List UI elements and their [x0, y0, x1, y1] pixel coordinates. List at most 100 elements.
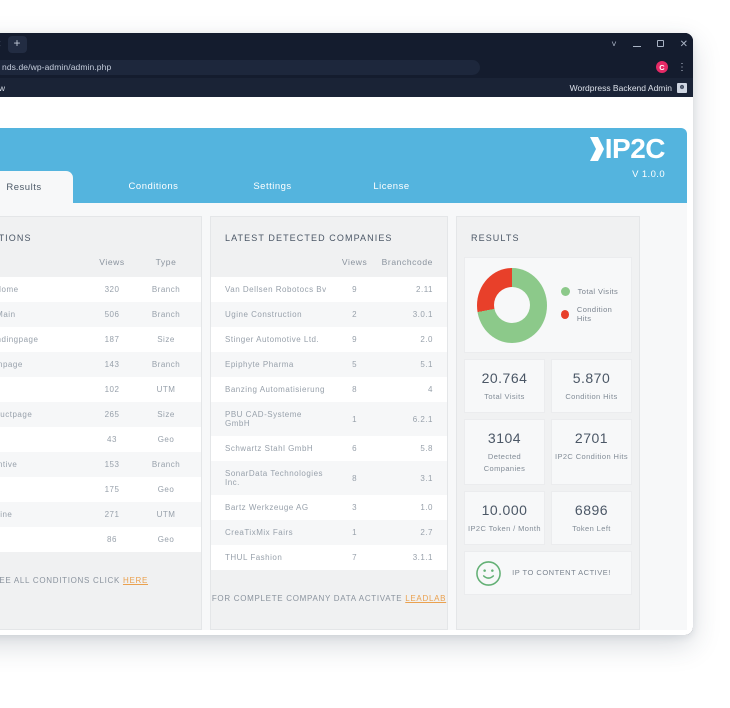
cell-views: 8: [352, 473, 358, 483]
cell-views: 187: [104, 335, 120, 344]
table-row[interactable]: Event Notice 175 Geo: [0, 477, 201, 502]
maximize-icon[interactable]: [656, 39, 664, 50]
table-row[interactable]: Headerimage Home 320 Branch: [0, 277, 201, 302]
cell-views: 143: [104, 360, 120, 369]
cell-company: Bartz Werkzeuge AG: [225, 503, 309, 512]
table-row[interactable]: Banzing Automatisierung 8 4: [211, 377, 447, 402]
cell-branchcode: 4: [428, 385, 433, 394]
legend-item: Total Visits: [560, 287, 625, 296]
kebab-menu-icon[interactable]: ⋮: [677, 61, 687, 73]
footer-text: TO SEE ALL CONDITIONS CLICK: [0, 576, 121, 585]
table-row[interactable]: Redirect - Productpage 265 Size: [0, 402, 201, 427]
table-row[interactable]: Schwartz Stahl GmbH 6 5.8: [211, 436, 447, 461]
table-row[interactable]: PBU CAD-Systeme GmbH 1 6.2.1: [211, 402, 447, 436]
cell-type: Geo: [157, 535, 175, 544]
tab-settings[interactable]: Settings: [253, 181, 292, 192]
urlbar-right: C ⋮: [656, 56, 687, 78]
stat-value: 5.870: [572, 370, 611, 386]
cell-views: 506: [104, 310, 120, 319]
footer-text: FOR COMPLETE COMPANY DATA ACTIVATE: [211, 594, 406, 603]
table-row[interactable]: Stinger Automotive Ltd. 9 2.0: [211, 327, 447, 352]
cell-type: UTM: [156, 385, 176, 394]
cell-company: CreaTixMix Fairs: [225, 528, 294, 537]
table-row[interactable]: Van Dellsen Robotocs Bv 9 2.11: [211, 277, 447, 302]
logo-text: IP2C: [604, 133, 666, 164]
cell-branchcode: 2.7: [420, 528, 433, 537]
cell-type: UTM: [156, 510, 176, 519]
table-row[interactable]: THUL Fashion 7 3.1.1: [211, 545, 447, 570]
legend-label: Condition Hits: [576, 305, 613, 323]
table-row[interactable]: CreaTixMix Fairs 1 2.7: [211, 520, 447, 545]
cell-views: 102: [104, 385, 120, 394]
top-conditions-table: Condition Views Type Headerimage Home 320…: [0, 257, 201, 552]
table-row[interactable]: Welcome Text 102 UTM: [0, 377, 201, 402]
panel-latest-companies: LATEST DETECTED COMPANIES Views Branchco…: [210, 216, 448, 630]
stat-value: 3104: [487, 430, 522, 447]
donut-graphic: [477, 267, 547, 343]
app-tabs: Results Conditions Settings License: [0, 171, 451, 203]
table-row[interactable]: Bartz Werkzeuge AG 3 1.0: [211, 495, 447, 520]
address-input[interactable]: nds.de/wp-admin/admin.php: [0, 59, 480, 75]
stat-row-1: 20.764 Total Visits 5.870 Condition Hits: [464, 359, 632, 414]
cell-views: 1: [352, 414, 358, 424]
stat-value: 2701: [574, 430, 609, 447]
table-row[interactable]: SonarData Technologies Inc. 8 3.1: [211, 461, 447, 495]
status-active-card: IP TO CONTENT ACTIVE!: [464, 551, 632, 595]
stat-value: 20.764: [481, 370, 528, 386]
admin-new-link[interactable]: New: [0, 82, 6, 93]
see-all-conditions-link[interactable]: HERE: [122, 576, 148, 585]
th-type: Type: [155, 257, 177, 267]
tab-conditions[interactable]: Conditions: [128, 181, 179, 192]
cell-views: 2: [352, 310, 358, 319]
close-icon[interactable]: ✕: [679, 38, 688, 50]
chevron-logo-icon: [589, 137, 604, 161]
table-row[interactable]: Contact Form Main 506 Branch: [0, 302, 201, 327]
table-row[interactable]: Map / City 86 Geo: [0, 527, 201, 552]
stat-value: 6896: [574, 501, 609, 518]
panel-title: LATEST DETECTED COMPANIES: [225, 233, 393, 243]
stat-label: Total Visits: [484, 392, 525, 401]
stat-label: Token Left: [572, 523, 611, 533]
chevron-down-icon[interactable]: ˅: [611, 39, 617, 49]
table-row[interactable]: Campaign Subline 271 UTM: [0, 502, 201, 527]
cell-type: Branch: [151, 460, 181, 469]
plus-icon[interactable]: +: [7, 36, 27, 53]
cell-company: Schwartz Stahl GmbH: [225, 444, 314, 453]
table-row[interactable]: Branch - Landinpage 143 Branch: [0, 352, 201, 377]
tab-license[interactable]: License: [373, 181, 410, 192]
cell-company: Ugine Construction: [225, 310, 303, 319]
cell-branchcode: 3.0.1: [412, 310, 433, 319]
table-row[interactable]: Epiphyte Pharma 5 5.1: [211, 352, 447, 377]
admin-account[interactable]: Wordpress Backend Admin ☻: [570, 82, 687, 93]
legend-item: Condition Hits: [560, 305, 625, 323]
leadlab-link[interactable]: LEADLAB: [405, 594, 447, 603]
th-branchcode: Branchcode: [381, 257, 433, 267]
cell-company: Stinger Automotive Ltd.: [225, 335, 320, 344]
minimize-icon[interactable]: [632, 40, 641, 50]
panel-title: TOP CONDITIONS: [0, 233, 32, 243]
cell-branchcode: 5.1: [420, 360, 433, 369]
user-avatar-icon: ☻: [677, 82, 687, 93]
browser-urlbar: nds.de/wp-admin/admin.php C ⋮: [0, 56, 693, 78]
latest-companies-footer: FOR COMPLETE COMPANY DATA ACTIVATE LEADL…: [211, 570, 447, 629]
close-icon[interactable]: ✕: [0, 40, 2, 49]
profile-avatar[interactable]: C: [656, 61, 668, 73]
tab-results[interactable]: Results: [0, 171, 73, 203]
cell-company: Banzing Automatisierung: [225, 385, 325, 394]
table-row[interactable]: Ugine Construction 2 3.0.1: [211, 302, 447, 327]
stat-ip2c-token-month: 10.000 IP2C Token / Month: [464, 490, 545, 545]
cell-branchcode: 2.11: [416, 285, 433, 294]
cell-views: 265: [104, 410, 120, 419]
stat-total-visits: 20.764 Total Visits: [464, 359, 545, 414]
stat-label: Condition Hits: [565, 392, 618, 401]
table-row[interactable]: Prize Table Landingpage 187 Size: [0, 327, 201, 352]
table-row[interactable]: Downloadlink 43 Geo: [0, 427, 201, 452]
cell-condition: Headerimage Home: [0, 285, 19, 294]
cell-condition: Redirect - Productpage: [0, 410, 33, 419]
smiley-face-icon: [476, 560, 501, 586]
legend-color-dot: [560, 309, 569, 319]
cell-condition: Sales Representive: [0, 460, 18, 469]
cell-type: Size: [157, 410, 175, 419]
table-row[interactable]: Sales Representive 153 Branch: [0, 452, 201, 477]
